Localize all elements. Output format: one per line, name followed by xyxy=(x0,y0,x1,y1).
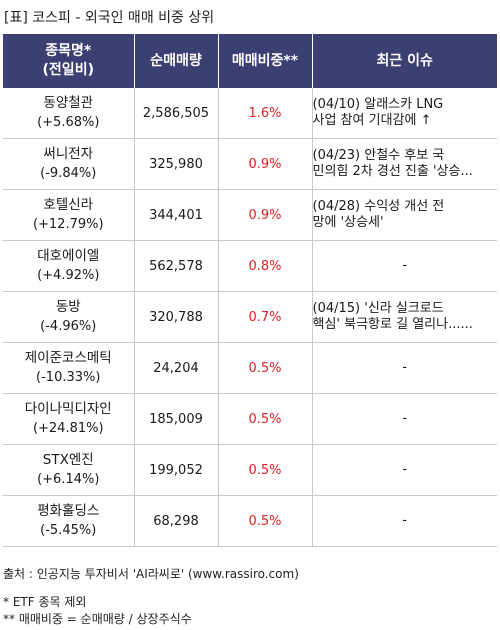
stock-name: 동방 xyxy=(55,299,81,315)
issue-text: (04/15) '신라 실크로드 xyxy=(312,301,444,316)
issue-text: - xyxy=(402,513,408,528)
stock-change: (-4.96%) xyxy=(40,319,97,334)
stock-name: 평화홀딩스 xyxy=(37,503,100,519)
stock-name-cell: 동방 (-4.96%) xyxy=(3,291,134,343)
net-volume-cell: 2,586,505 xyxy=(133,88,218,139)
table-header-row: 종목명* (전일비) 순매매량 매매비중** 최근 이슈 xyxy=(3,34,497,88)
issue-text: (04/23) 안철수 후보 국 xyxy=(312,148,445,163)
stock-name: 써니전자 xyxy=(43,146,94,162)
recent-issue-cell: - xyxy=(311,393,497,445)
net-volume-cell: 185,009 xyxy=(133,393,218,445)
table-row: STX엔진 (+6.14%) 199,052 0.5% - xyxy=(3,444,497,496)
trade-ratio-cell: 0.7% xyxy=(217,291,312,343)
trade-ratio-cell: 0.9% xyxy=(217,189,312,241)
net-volume-cell: 199,052 xyxy=(133,444,218,496)
table-row: 동방 (-4.96%) 320,788 0.7% (04/15) '신라 실크로드 핵심… xyxy=(3,291,497,343)
issue-text: 사업 참여 기대감에 ↑ xyxy=(312,113,432,128)
recent-issue-cell: (04/28) 수익성 개선 전 망에 '상승세' xyxy=(311,189,497,241)
net-volume-cell: 325,980 xyxy=(133,138,218,190)
issue-text: (04/10) 알래스카 LNG xyxy=(312,97,444,112)
trade-ratio-cell: 0.5% xyxy=(217,342,312,394)
issue-text: (04/28) 수익성 개선 전 xyxy=(312,199,445,214)
stock-change: (-5.45%) xyxy=(40,523,97,538)
stock-name: STX엔진 xyxy=(42,452,94,468)
trade-ratio-cell: 0.9% xyxy=(217,138,312,190)
issue-text: - xyxy=(402,258,408,273)
stock-name: 대호에이엘 xyxy=(37,248,100,264)
header-trade-ratio: 매매비중** xyxy=(217,34,312,88)
page-title: [표] 코스피 - 외국인 매매 비중 상위 xyxy=(4,10,215,26)
header-stock-name-line2: (전일비) xyxy=(42,62,94,78)
stock-name-cell: 호텔신라 (+12.79%) xyxy=(3,189,134,241)
recent-issue-cell: (04/23) 안철수 후보 국 민의힘 2차 경선 진출 '상승... xyxy=(311,138,497,190)
stock-name: 제이준코스메틱 xyxy=(24,350,112,366)
footer-note-etf: * ETF 종목 제외 xyxy=(3,595,87,609)
issue-text: - xyxy=(402,360,408,375)
trade-ratio-cell: 0.5% xyxy=(217,495,312,547)
table-row: 대호에이엘 (+4.92%) 562,578 0.8% - xyxy=(3,240,497,292)
stock-name-cell: 동양철관 (+5.68%) xyxy=(3,88,134,139)
trade-ratio-cell: 1.6% xyxy=(217,88,312,139)
table-row: 다이나믹디자인 (+24.81%) 185,009 0.5% - xyxy=(3,393,497,445)
recent-issue-cell: - xyxy=(311,342,497,394)
trade-ratio-cell: 0.8% xyxy=(217,240,312,292)
header-stock-name: 종목명* (전일비) xyxy=(3,34,134,88)
net-volume-cell: 24,204 xyxy=(133,342,218,394)
stock-change: (-10.33%) xyxy=(36,370,101,385)
foreign-trading-table: 종목명* (전일비) 순매매량 매매비중** 최근 이슈 동양철관 (+5.68%… xyxy=(3,34,497,547)
header-stock-name-line1: 종목명* xyxy=(45,43,92,59)
stock-name: 다이나믹디자인 xyxy=(24,401,112,417)
stock-name-cell: 평화홀딩스 (-5.45%) xyxy=(3,495,134,547)
issue-text: 망에 '상승세' xyxy=(312,215,384,230)
stock-name-cell: 써니전자 (-9.84%) xyxy=(3,138,134,190)
stock-name: 호텔신라 xyxy=(43,197,94,213)
stock-change: (+6.14%) xyxy=(37,472,100,487)
stock-name: 동양철관 xyxy=(43,95,94,111)
net-volume-cell: 562,578 xyxy=(133,240,218,292)
footer-note-ratio: ** 매매비중 = 순매매량 / 상장주식수 xyxy=(3,612,192,626)
issue-text: 핵심' 북극항로 길 열리나...... xyxy=(312,317,473,332)
recent-issue-cell: - xyxy=(311,240,497,292)
stock-name-cell: STX엔진 (+6.14%) xyxy=(3,444,134,496)
table-row: 호텔신라 (+12.79%) 344,401 0.9% (04/28) 수익성 개선 전… xyxy=(3,189,497,241)
trade-ratio-cell: 0.5% xyxy=(217,393,312,445)
header-recent-issue: 최근 이슈 xyxy=(311,34,497,88)
stock-change: (-9.84%) xyxy=(40,166,97,181)
footer-source: 출처 : 인공지능 투자비서 'AI라씨로' (www.rassiro.com) xyxy=(3,567,299,581)
stock-name-cell: 대호에이엘 (+4.92%) xyxy=(3,240,134,292)
recent-issue-cell: (04/15) '신라 실크로드 핵심' 북극항로 길 열리나...... xyxy=(311,291,497,343)
stock-change: (+4.92%) xyxy=(37,268,100,283)
stock-name-cell: 다이나믹디자인 (+24.81%) xyxy=(3,393,134,445)
issue-text: - xyxy=(402,462,408,477)
net-volume-cell: 68,298 xyxy=(133,495,218,547)
stock-change: (+12.79%) xyxy=(32,217,104,232)
table-row: 평화홀딩스 (-5.45%) 68,298 0.5% - xyxy=(3,495,497,547)
header-net-volume: 순매매량 xyxy=(133,34,218,88)
table-row: 제이준코스메틱 (-10.33%) 24,204 0.5% - xyxy=(3,342,497,394)
recent-issue-cell: (04/10) 알래스카 LNG 사업 참여 기대감에 ↑ xyxy=(311,88,497,139)
net-volume-cell: 320,788 xyxy=(133,291,218,343)
trade-ratio-cell: 0.5% xyxy=(217,444,312,496)
stock-name-cell: 제이준코스메틱 (-10.33%) xyxy=(3,342,134,394)
issue-text: - xyxy=(402,411,408,426)
net-volume-cell: 344,401 xyxy=(133,189,218,241)
stock-change: (+24.81%) xyxy=(32,421,104,436)
issue-text: 민의힘 2차 경선 진출 '상승... xyxy=(312,164,473,179)
recent-issue-cell: - xyxy=(311,495,497,547)
table-row: 동양철관 (+5.68%) 2,586,505 1.6% (04/10) 알래스카 LN… xyxy=(3,88,497,139)
recent-issue-cell: - xyxy=(311,444,497,496)
table-body: 동양철관 (+5.68%) 2,586,505 1.6% (04/10) 알래스카 LN… xyxy=(3,88,497,547)
stock-change: (+5.68%) xyxy=(37,115,100,130)
